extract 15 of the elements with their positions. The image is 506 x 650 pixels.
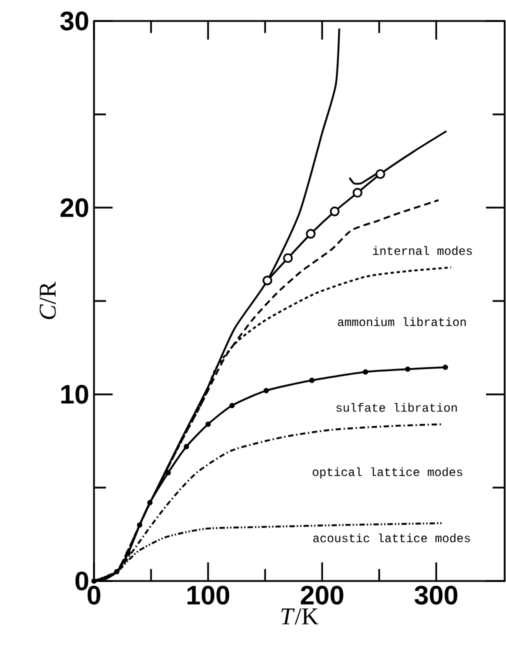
annotation: ammonium libration xyxy=(338,317,466,326)
x-axis-title: T/K xyxy=(282,608,318,624)
x-tick-label: 0 xyxy=(88,586,100,605)
annotation: internal modes xyxy=(372,246,472,256)
annotation: sulfate libration xyxy=(336,402,457,412)
annotation: optical lattice modes xyxy=(312,467,462,479)
y-tick-label: 10 xyxy=(61,384,88,404)
x-tick-label: 300 xyxy=(414,586,458,605)
annotation: acoustic lattice modes xyxy=(313,533,470,542)
y-tick-label: 30 xyxy=(60,12,88,30)
y-tick-label: 0 xyxy=(76,572,88,590)
y-axis-title: C/R xyxy=(40,282,56,320)
y-tick-label: 20 xyxy=(60,198,88,218)
x-tick-label: 200 xyxy=(300,586,344,605)
x-tick-label: 100 xyxy=(187,586,230,605)
